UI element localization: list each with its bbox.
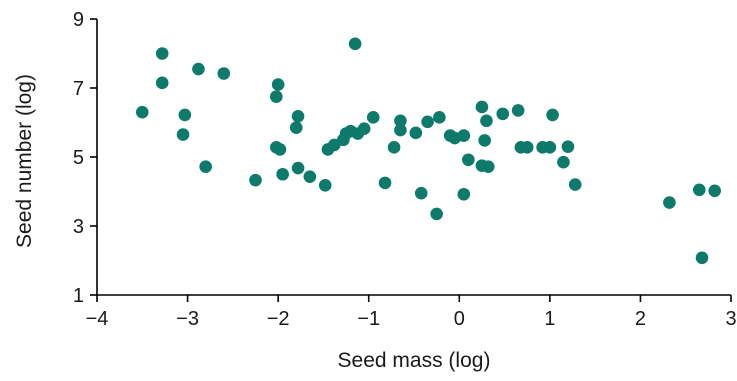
data-point [155, 47, 169, 60]
data-point [568, 178, 582, 191]
data-point [409, 126, 423, 140]
data-point [520, 141, 534, 154]
y-axis: 1 3 5 7 9 [73, 9, 98, 307]
data-point [480, 114, 493, 128]
x-axis-title: Seed mass (log) [338, 349, 491, 372]
y-tick-label: 3 [73, 216, 84, 238]
data-point [270, 90, 283, 103]
data-point [394, 114, 407, 128]
y-tick-label: 7 [73, 78, 84, 100]
y-tick-label: 1 [73, 285, 84, 307]
data-point [557, 155, 570, 169]
data-point [291, 161, 305, 175]
y-tick-label: 5 [73, 147, 84, 169]
y-tick-label: 9 [73, 9, 84, 31]
data-point [693, 183, 706, 197]
data-point [478, 134, 491, 147]
data-point [394, 123, 407, 137]
x-tick-label: −2 [267, 308, 290, 330]
data-point [543, 141, 557, 154]
data-point [708, 184, 721, 198]
data-point [378, 176, 392, 190]
data-point [271, 78, 285, 91]
data-point [276, 167, 289, 181]
data-point [546, 108, 559, 122]
data-point [273, 143, 287, 156]
x-tick-label: −3 [176, 308, 199, 330]
data-point [155, 76, 169, 90]
data-point [135, 105, 149, 119]
data-point [430, 207, 443, 221]
data-point [695, 251, 709, 265]
x-tick-label: −1 [357, 308, 380, 330]
data-points [135, 37, 721, 265]
data-point [348, 37, 362, 51]
x-tick-label: 2 [635, 308, 646, 330]
x-tick-label: 0 [454, 308, 465, 330]
data-point [192, 62, 205, 76]
data-point [414, 186, 428, 200]
x-tick-label: 3 [725, 308, 736, 330]
data-point [217, 67, 231, 80]
x-tick-label: −4 [86, 308, 109, 330]
data-point [457, 187, 471, 201]
data-point [387, 141, 401, 154]
data-point [291, 109, 305, 123]
data-point [511, 104, 525, 117]
data-point [178, 108, 192, 122]
data-point [318, 178, 332, 192]
data-point [481, 160, 495, 173]
data-point [421, 115, 434, 129]
y-axis-title: Seed number (log) [13, 74, 36, 248]
data-point [249, 173, 262, 187]
data-point [199, 160, 212, 173]
data-point [457, 129, 471, 142]
data-point [366, 111, 380, 124]
data-point [357, 122, 371, 136]
data-point [561, 140, 575, 153]
data-point [496, 107, 510, 121]
data-point [663, 196, 676, 209]
data-point [176, 128, 190, 141]
x-axis: −4 −3 −2 −1 0 1 2 3 [86, 294, 737, 330]
data-point [303, 170, 317, 183]
data-point [462, 153, 475, 167]
x-tick-label: 1 [544, 308, 555, 330]
data-point [433, 111, 446, 124]
data-point [289, 121, 303, 134]
data-point [475, 100, 489, 114]
